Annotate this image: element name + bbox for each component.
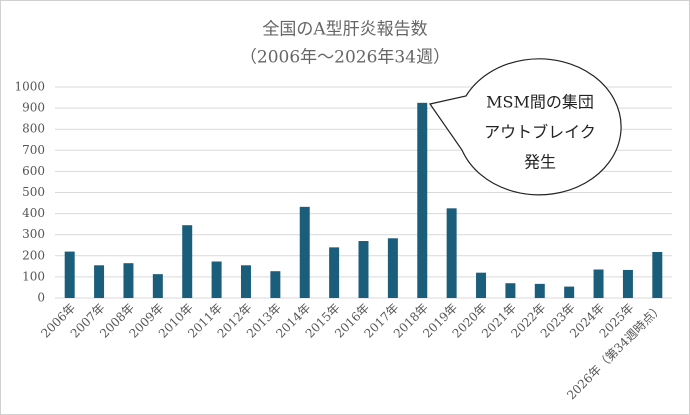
bar xyxy=(446,208,457,298)
bar xyxy=(94,265,105,298)
y-tick-label: 600 xyxy=(22,164,45,178)
bar xyxy=(476,272,487,298)
annotation-line: アウトブレイク xyxy=(484,123,596,142)
bar xyxy=(329,247,340,298)
chart-title: 全国のA型肝炎報告数 xyxy=(262,20,427,40)
y-tick-label: 900 xyxy=(22,101,45,115)
bar xyxy=(417,102,428,298)
bar xyxy=(505,283,516,298)
y-tick-label: 0 xyxy=(37,291,45,305)
bar xyxy=(211,261,222,298)
y-tick-label: 100 xyxy=(22,269,45,283)
y-tick-label: 400 xyxy=(22,206,45,220)
y-tick-label: 800 xyxy=(22,122,45,136)
bar xyxy=(182,225,193,298)
y-tick-label: 300 xyxy=(22,227,45,241)
bar xyxy=(387,238,398,298)
chart-subtitle: （2006年～2026年34週） xyxy=(240,48,450,68)
y-tick-label: 700 xyxy=(22,143,45,157)
y-tick-label: 500 xyxy=(22,185,45,199)
bar xyxy=(652,252,663,298)
bar xyxy=(299,206,310,298)
bar xyxy=(152,274,163,298)
annotation-line: 発生 xyxy=(524,153,556,172)
bar xyxy=(593,269,604,298)
bar xyxy=(64,251,75,298)
bar xyxy=(534,283,545,298)
bar xyxy=(240,265,251,298)
y-tick-label: 1000 xyxy=(14,80,45,94)
bar xyxy=(270,271,281,298)
bar xyxy=(564,286,575,298)
y-tick-label: 200 xyxy=(22,248,45,262)
bar xyxy=(123,263,134,298)
annotation-line: MSM間の集団 xyxy=(486,93,594,112)
callout-bubble xyxy=(428,58,622,196)
bar xyxy=(622,269,633,298)
bar xyxy=(358,241,369,298)
